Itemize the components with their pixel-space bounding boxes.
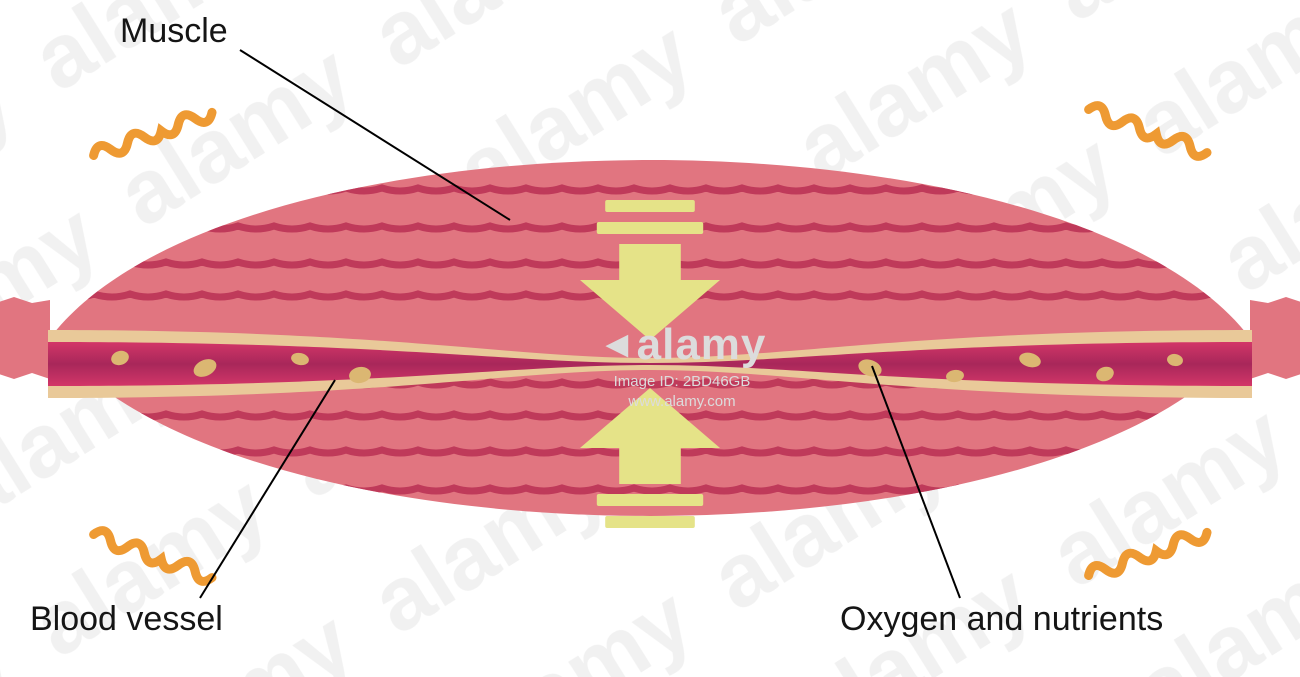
diagram-stage: alamy Muscle Blood vessel Oxygen (0, 0, 1300, 677)
label-muscle: Muscle (120, 12, 228, 51)
muscle-diagram-svg (0, 0, 1300, 677)
label-blood-vessel: Blood vessel (30, 600, 223, 639)
label-oxygen-nutrients: Oxygen and nutrients (840, 600, 1163, 639)
